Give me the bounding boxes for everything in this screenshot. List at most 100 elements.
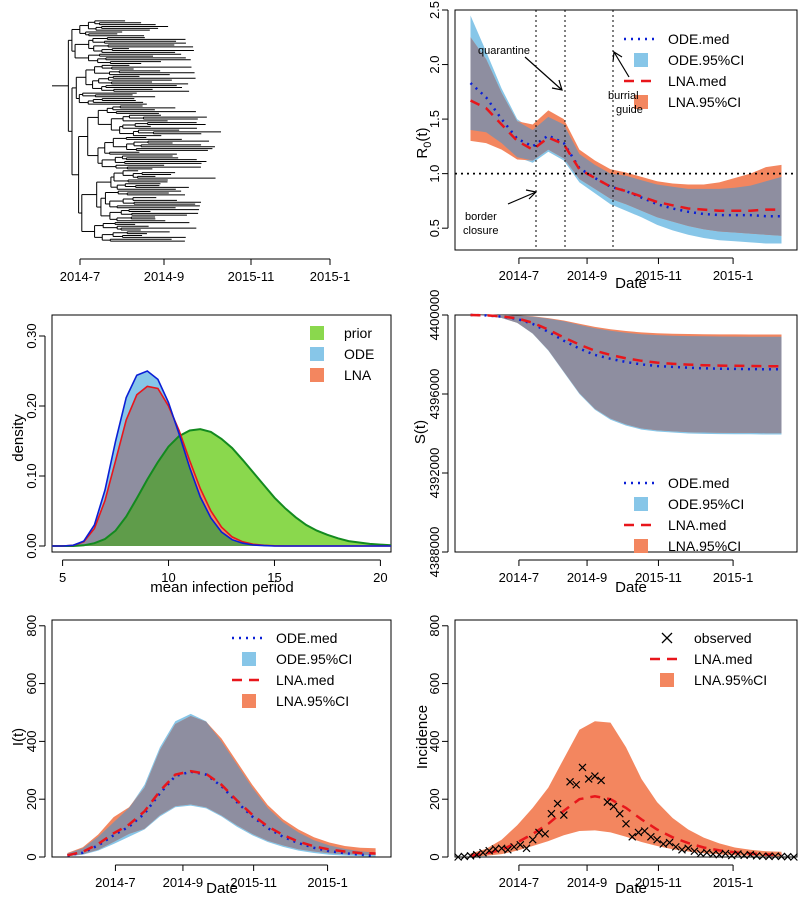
incidence-legend-key: [661, 632, 673, 644]
r0-legend-key: [634, 53, 648, 67]
s-legend-label: ODE.95%CI: [668, 496, 744, 512]
observed-point: [497, 844, 506, 853]
r0-y-tick-label: 1.0: [427, 165, 442, 183]
i-line-ode: [67, 770, 376, 857]
s-legend-label: LNA.95%CI: [668, 538, 741, 554]
i-y-tick-label: 600: [24, 673, 39, 695]
i-legend-label: ODE.med: [276, 630, 337, 646]
incidence-y-label: Incidence: [414, 705, 431, 769]
observed-point: [528, 835, 537, 844]
arrow-border: [507, 191, 537, 205]
incidence-y-tick-label: 200: [427, 788, 442, 810]
observed-point: [777, 852, 786, 861]
incidence-x-tick-label: 2015-11: [635, 875, 682, 890]
r0-line-ode: [469, 82, 782, 218]
observed-point: [740, 851, 749, 860]
density-panel: 5 10 15 20 0.00 0.10 0.20 0.30 prior ODE LNA densi…: [10, 314, 392, 596]
density-legend-key: [310, 326, 324, 340]
s-x-label: Date: [615, 579, 647, 596]
observed-point: [503, 845, 512, 854]
s-plot-area: 2014-7 2014-9 2015-11 2015-1 4388000 4392000 4…: [427, 290, 798, 585]
observed-point: [734, 850, 742, 859]
s-legend-key: [634, 497, 648, 511]
i-line-lna: [67, 769, 376, 857]
r0-frame: [454, 9, 798, 251]
annotation-closure: closure: [463, 225, 498, 237]
incidence-legend-key: [660, 673, 674, 687]
r0-band-lna: [470, 37, 782, 236]
tree-x-axis: 2014-7 2014-9 2015-11 2015-1: [60, 258, 350, 284]
arrow-burrial: [613, 51, 630, 78]
observed-point: [709, 850, 717, 859]
s-y-tick-label: 4392000: [427, 448, 442, 499]
arrow-quarantine: [524, 56, 563, 91]
density-legend-key: [310, 368, 324, 382]
incidence-y-tick-label: 0: [427, 853, 442, 860]
observed-point: [590, 772, 599, 780]
r0-y-tick-label: 1.5: [427, 110, 442, 128]
s-y-tick-label: 4396000: [427, 369, 442, 420]
observed-point: [659, 840, 668, 848]
density-legend-label: ODE: [344, 346, 374, 362]
observed-point: [746, 850, 755, 859]
observed-point: [771, 852, 780, 861]
observed-point: [758, 852, 767, 861]
arrow-burrial-head: [612, 50, 623, 63]
observed-point: [603, 798, 612, 807]
observed-point: [454, 853, 463, 861]
observed-point: [597, 776, 606, 785]
incidence-legend-label: LNA.med: [694, 651, 752, 667]
i-x-tick-label: 2015-11: [230, 875, 277, 890]
s-legend-label: LNA.med: [668, 517, 726, 533]
incidence-y-tick-label: 600: [427, 673, 442, 695]
s-x-tick-label: 2015-11: [635, 570, 682, 585]
i-y-tick-label: 400: [24, 731, 39, 753]
incidence-legend-label: LNA.95%CI: [694, 672, 767, 688]
observed-point: [541, 829, 550, 838]
density-x-tick-label: 5: [59, 570, 66, 585]
s-y-tick-label: 4400000: [427, 290, 442, 341]
observed-point: [578, 763, 587, 772]
i-legend-label: ODE.95%CI: [276, 651, 352, 667]
observed-point: [479, 848, 487, 857]
observed-point: [485, 846, 494, 855]
incidence-x-tick-label: 2015-1: [713, 875, 753, 890]
annotation-border: border: [465, 211, 497, 223]
observed-point: [559, 811, 568, 820]
density-area-prior-overlap: [52, 436, 391, 546]
observed-point: [783, 852, 792, 861]
i-x-tick-label: 2014-9: [163, 875, 203, 890]
density-y-tick-label: 0.20: [24, 393, 39, 418]
phylogenetic-tree: [52, 20, 222, 242]
density-line-prior: [52, 428, 392, 547]
s-band-overlap: [470, 315, 782, 434]
density-plot-area: 5 10 15 20 0.00 0.10 0.20 0.30 prior ODE LNA: [24, 314, 392, 585]
observed-point: [646, 832, 655, 841]
tree-x-tick-label: 2014-7: [60, 269, 100, 284]
s-y-tick-label: 4388000: [427, 527, 442, 578]
s-legend-key: [634, 539, 648, 553]
i-y-tick-label: 0: [24, 853, 39, 860]
density-x-tick-label: 20: [373, 570, 387, 585]
s-frame: [454, 314, 798, 553]
observed-point: [609, 802, 618, 811]
observed-point: [789, 853, 798, 861]
r0-panel: 2014-7 2014-9 2015-11 2015-1 0.5 1.0 1.5 2.0 2.5…: [414, 1, 798, 292]
density-legend-label: prior: [344, 325, 372, 341]
observed-point: [671, 842, 680, 851]
density-x-tick-label: 10: [161, 570, 175, 585]
r0-y-label: R0(t): [414, 127, 434, 158]
observed-point: [491, 844, 500, 853]
i-y-tick-label: 800: [24, 615, 39, 637]
observed-point: [510, 842, 518, 851]
i-x-tick-label: 2015-1: [307, 875, 347, 890]
observed-point: [696, 849, 705, 858]
r0-x-tick-label: 2015-11: [635, 268, 682, 283]
observed-point: [547, 809, 556, 818]
incidence-plot-area: 2014-7 2014-9 2015-11 2015-1 0 200 400 600 800 ob…: [427, 615, 798, 890]
i-x-tick-label: 2014-7: [95, 875, 135, 890]
observed-point: [535, 828, 543, 837]
i-legend-key: [242, 652, 256, 666]
i-frame: [51, 619, 392, 858]
